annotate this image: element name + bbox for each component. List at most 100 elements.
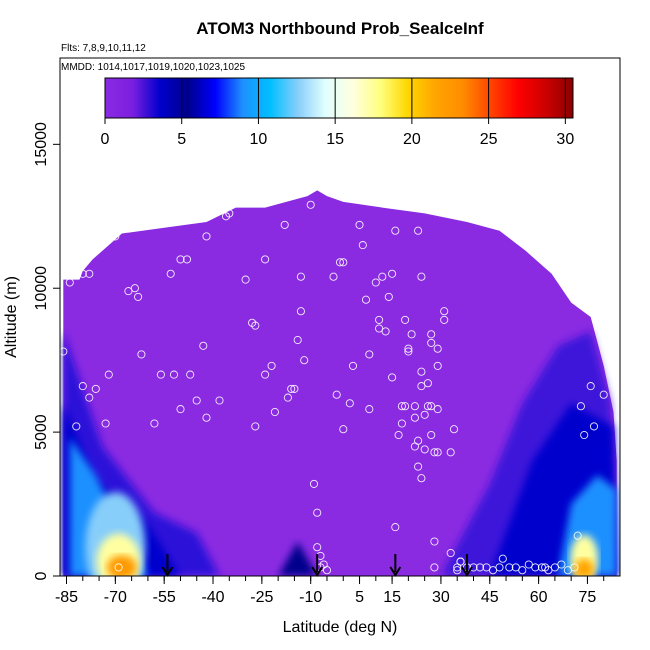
observation-point — [241, 275, 250, 284]
observation-point — [388, 269, 397, 278]
observation-point — [309, 479, 319, 488]
observation-point — [313, 543, 322, 552]
observation-point — [469, 563, 478, 572]
observation-point — [550, 563, 559, 572]
observation-point — [355, 220, 364, 229]
observation-point — [283, 393, 292, 402]
observation-point — [270, 407, 279, 417]
observation-point — [557, 560, 566, 569]
observation-point — [192, 396, 201, 405]
observation-point — [446, 548, 455, 558]
x-axis-tick-label: 75 — [579, 589, 597, 606]
observation-point — [430, 537, 439, 546]
x-axis-tick-label: -70 — [104, 589, 127, 606]
observation-point — [78, 382, 87, 391]
observation-point — [524, 560, 533, 569]
y-axis-tick-label: 10000 — [33, 266, 50, 311]
chart-title: ATOM3 Northbound Prob_SealceInf — [196, 19, 484, 38]
colorbar-tick-label: 5 — [177, 131, 186, 148]
observation-point — [176, 255, 185, 264]
colorbar-tick-label: 30 — [556, 131, 574, 148]
observation-point — [417, 367, 426, 376]
observation-point — [287, 384, 296, 393]
observation-point — [375, 324, 384, 333]
observation-point — [453, 566, 462, 575]
observation-point — [456, 557, 465, 566]
observation-point — [446, 448, 455, 457]
x-axis-tick-label: 15 — [383, 589, 401, 606]
observation-point — [166, 269, 175, 278]
flight-arrow-head — [461, 566, 473, 577]
x-axis-tick-label: -10 — [299, 589, 322, 606]
observation-point — [65, 278, 74, 287]
x-axis-tick-label: 5 — [355, 589, 364, 606]
observation-point — [427, 330, 436, 339]
observation-point — [449, 425, 459, 434]
observation-point — [176, 405, 185, 414]
heatmap-region-right-hot — [574, 558, 595, 576]
x-axis-tick-label: -40 — [201, 589, 224, 606]
observation-point — [322, 566, 332, 575]
observation-point — [388, 373, 397, 382]
observation-point — [404, 344, 413, 353]
heatmap-envelope — [63, 190, 617, 576]
observation-point — [570, 563, 579, 572]
observation-point — [101, 419, 110, 428]
observation-point — [371, 278, 380, 287]
observation-point — [329, 272, 338, 281]
observation-point — [391, 523, 400, 532]
observation-point — [251, 321, 260, 330]
observation-point — [531, 563, 540, 572]
y-axis-tick-label: 5000 — [33, 414, 50, 450]
observation-point — [394, 430, 403, 440]
observation-point — [495, 563, 504, 572]
observation-point — [85, 269, 94, 278]
observation-point — [440, 315, 449, 324]
colorbar-tick-label: 20 — [403, 131, 421, 148]
observation-point — [599, 269, 608, 278]
observation-point — [300, 356, 309, 365]
observation-point — [417, 382, 426, 391]
observation-point — [186, 370, 195, 379]
flight-arrow-head — [389, 566, 402, 577]
observation-point — [420, 410, 429, 419]
observation-point — [72, 422, 81, 431]
observation-point — [384, 292, 393, 301]
observation-point — [215, 396, 224, 405]
colorbar-tick-label: 15 — [326, 131, 344, 148]
x-axis-tick-label: -85 — [55, 589, 78, 606]
observation-point — [137, 350, 146, 359]
x-axis: -85 -70 -55 -40 -25 -10 5 15 30 45 60 75 — [55, 576, 605, 606]
observation-point — [417, 474, 426, 483]
observation-point — [156, 370, 165, 379]
observation-point — [410, 413, 419, 422]
flight-arrows — [161, 554, 473, 577]
observation-point — [348, 361, 358, 370]
observation-point — [290, 384, 299, 393]
observation-point — [375, 315, 384, 324]
observation-point — [599, 390, 608, 399]
dates-label: MMDD: 1014,1017,1019,1020,1023,1025 — [61, 62, 245, 73]
observation-point — [427, 338, 436, 347]
observation-point — [91, 384, 100, 393]
colorbar-tick-label: 10 — [250, 131, 268, 148]
flights-label: Flts: 7,8,9,10,11,12 — [61, 43, 146, 54]
x-axis-tick-label: -25 — [250, 589, 273, 606]
observation-point — [430, 448, 439, 457]
observation-point — [391, 226, 400, 235]
observation-point — [397, 402, 406, 411]
observation-point — [498, 554, 507, 563]
x-axis-label: Latitude (deg N) — [283, 619, 398, 636]
observation-point — [251, 422, 260, 431]
flight-arrow-head — [161, 566, 174, 577]
observation-point — [433, 448, 442, 457]
observation-point — [433, 361, 442, 370]
observation-point — [505, 563, 514, 572]
observation-point — [114, 563, 123, 572]
observation-point — [593, 318, 602, 327]
observation-point — [589, 422, 599, 431]
observation-point — [339, 258, 348, 267]
x-axis-tick-label: 45 — [481, 589, 499, 606]
observation-point — [430, 563, 439, 572]
observation-point — [401, 315, 410, 324]
